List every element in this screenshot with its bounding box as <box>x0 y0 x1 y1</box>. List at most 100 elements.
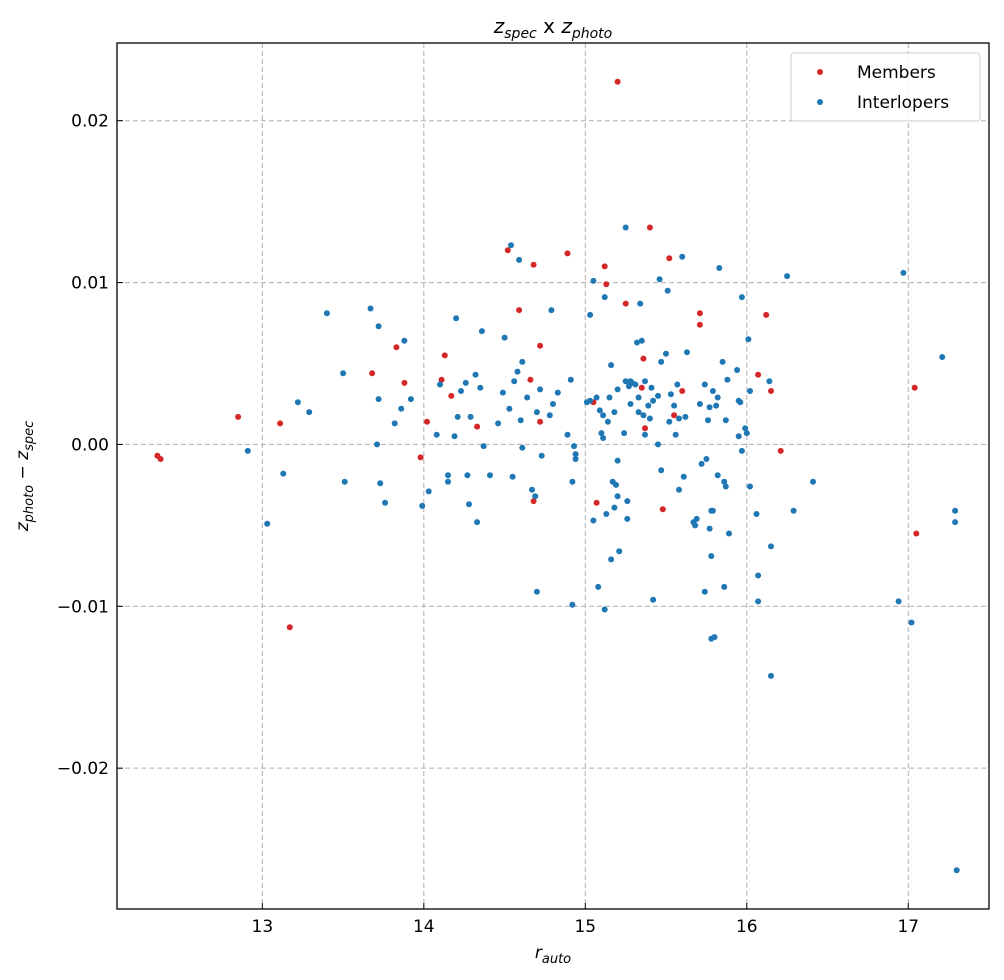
x-axis-label: rauto <box>535 943 571 967</box>
data-point <box>441 352 448 359</box>
data-point <box>433 431 440 438</box>
x-tick-label: 14 <box>413 917 435 937</box>
data-point <box>516 307 523 314</box>
data-point <box>601 263 608 270</box>
data-point <box>648 384 655 391</box>
data-point <box>701 381 708 388</box>
data-point <box>614 457 621 464</box>
data-point <box>655 441 661 448</box>
data-point <box>747 388 753 394</box>
data-point <box>603 281 610 288</box>
data-point <box>509 473 516 480</box>
data-point <box>401 379 408 386</box>
series-interlopers <box>244 224 960 874</box>
data-point <box>467 413 474 420</box>
data-point <box>604 418 611 425</box>
data-point <box>952 519 959 526</box>
data-point <box>613 481 619 488</box>
data-point <box>600 435 607 441</box>
data-point <box>458 388 464 394</box>
data-point <box>572 456 579 462</box>
data-point <box>622 378 629 385</box>
data-point <box>550 401 556 407</box>
data-point <box>616 548 623 555</box>
data-point <box>642 431 648 438</box>
data-point <box>738 294 745 301</box>
data-point <box>726 530 732 537</box>
data-point <box>264 520 271 527</box>
data-point <box>235 413 242 420</box>
data-point <box>640 412 647 419</box>
data-point <box>495 420 502 427</box>
data-point <box>417 454 424 461</box>
data-point <box>755 572 762 579</box>
data-point <box>157 456 164 462</box>
data-point <box>453 315 460 322</box>
data-point <box>714 472 721 479</box>
data-point <box>735 433 742 440</box>
data-point <box>645 402 652 409</box>
data-point <box>564 431 571 438</box>
data-point <box>424 418 430 425</box>
data-point <box>537 342 544 349</box>
data-point <box>445 472 451 479</box>
data-point <box>614 78 621 85</box>
data-point <box>790 507 797 514</box>
data-point <box>684 349 690 356</box>
data-point <box>766 378 773 385</box>
data-point <box>286 624 293 631</box>
data-point <box>506 405 513 412</box>
data-point <box>375 396 382 403</box>
data-point <box>464 472 471 479</box>
data-point <box>382 499 389 506</box>
data-point <box>611 504 618 511</box>
data-point <box>911 384 918 391</box>
data-point <box>564 250 571 257</box>
data-point <box>419 502 426 509</box>
data-point <box>734 367 741 373</box>
data-point <box>244 447 251 454</box>
legend-label-members: Members <box>857 63 936 83</box>
data-point <box>407 396 414 403</box>
data-point <box>708 553 715 560</box>
legend-marker-members <box>817 69 823 75</box>
data-point <box>611 409 618 416</box>
data-point <box>640 355 647 362</box>
data-point <box>692 522 699 529</box>
data-point <box>624 498 631 505</box>
data-point <box>511 378 518 385</box>
data-point <box>755 371 762 378</box>
data-point <box>375 323 382 330</box>
data-point <box>477 384 484 391</box>
data-point <box>714 394 721 401</box>
data-point <box>638 384 645 391</box>
data-point <box>448 392 455 399</box>
data-point <box>622 224 629 231</box>
data-point <box>724 376 731 383</box>
data-point <box>537 418 544 425</box>
x-tick-label: 16 <box>736 917 758 937</box>
x-tick-label: 15 <box>574 917 596 937</box>
data-point <box>755 598 762 605</box>
chart-title: zspec x zphoto <box>493 14 612 42</box>
data-point <box>487 472 493 479</box>
data-point <box>713 402 720 409</box>
data-point <box>532 493 539 500</box>
data-point <box>538 452 545 459</box>
y-tick-label: 0.01 <box>71 274 109 294</box>
data-point <box>664 287 671 294</box>
data-point <box>614 493 621 500</box>
data-point <box>306 409 313 416</box>
y-tick-label: 0.02 <box>71 112 109 132</box>
data-point <box>650 397 657 404</box>
data-point <box>768 543 774 550</box>
data-point <box>529 486 535 493</box>
data-point <box>784 273 791 280</box>
data-point <box>635 394 642 401</box>
data-point <box>939 354 946 360</box>
data-point <box>635 409 642 416</box>
data-point <box>601 606 608 613</box>
data-point <box>721 583 728 590</box>
data-point <box>703 456 710 462</box>
